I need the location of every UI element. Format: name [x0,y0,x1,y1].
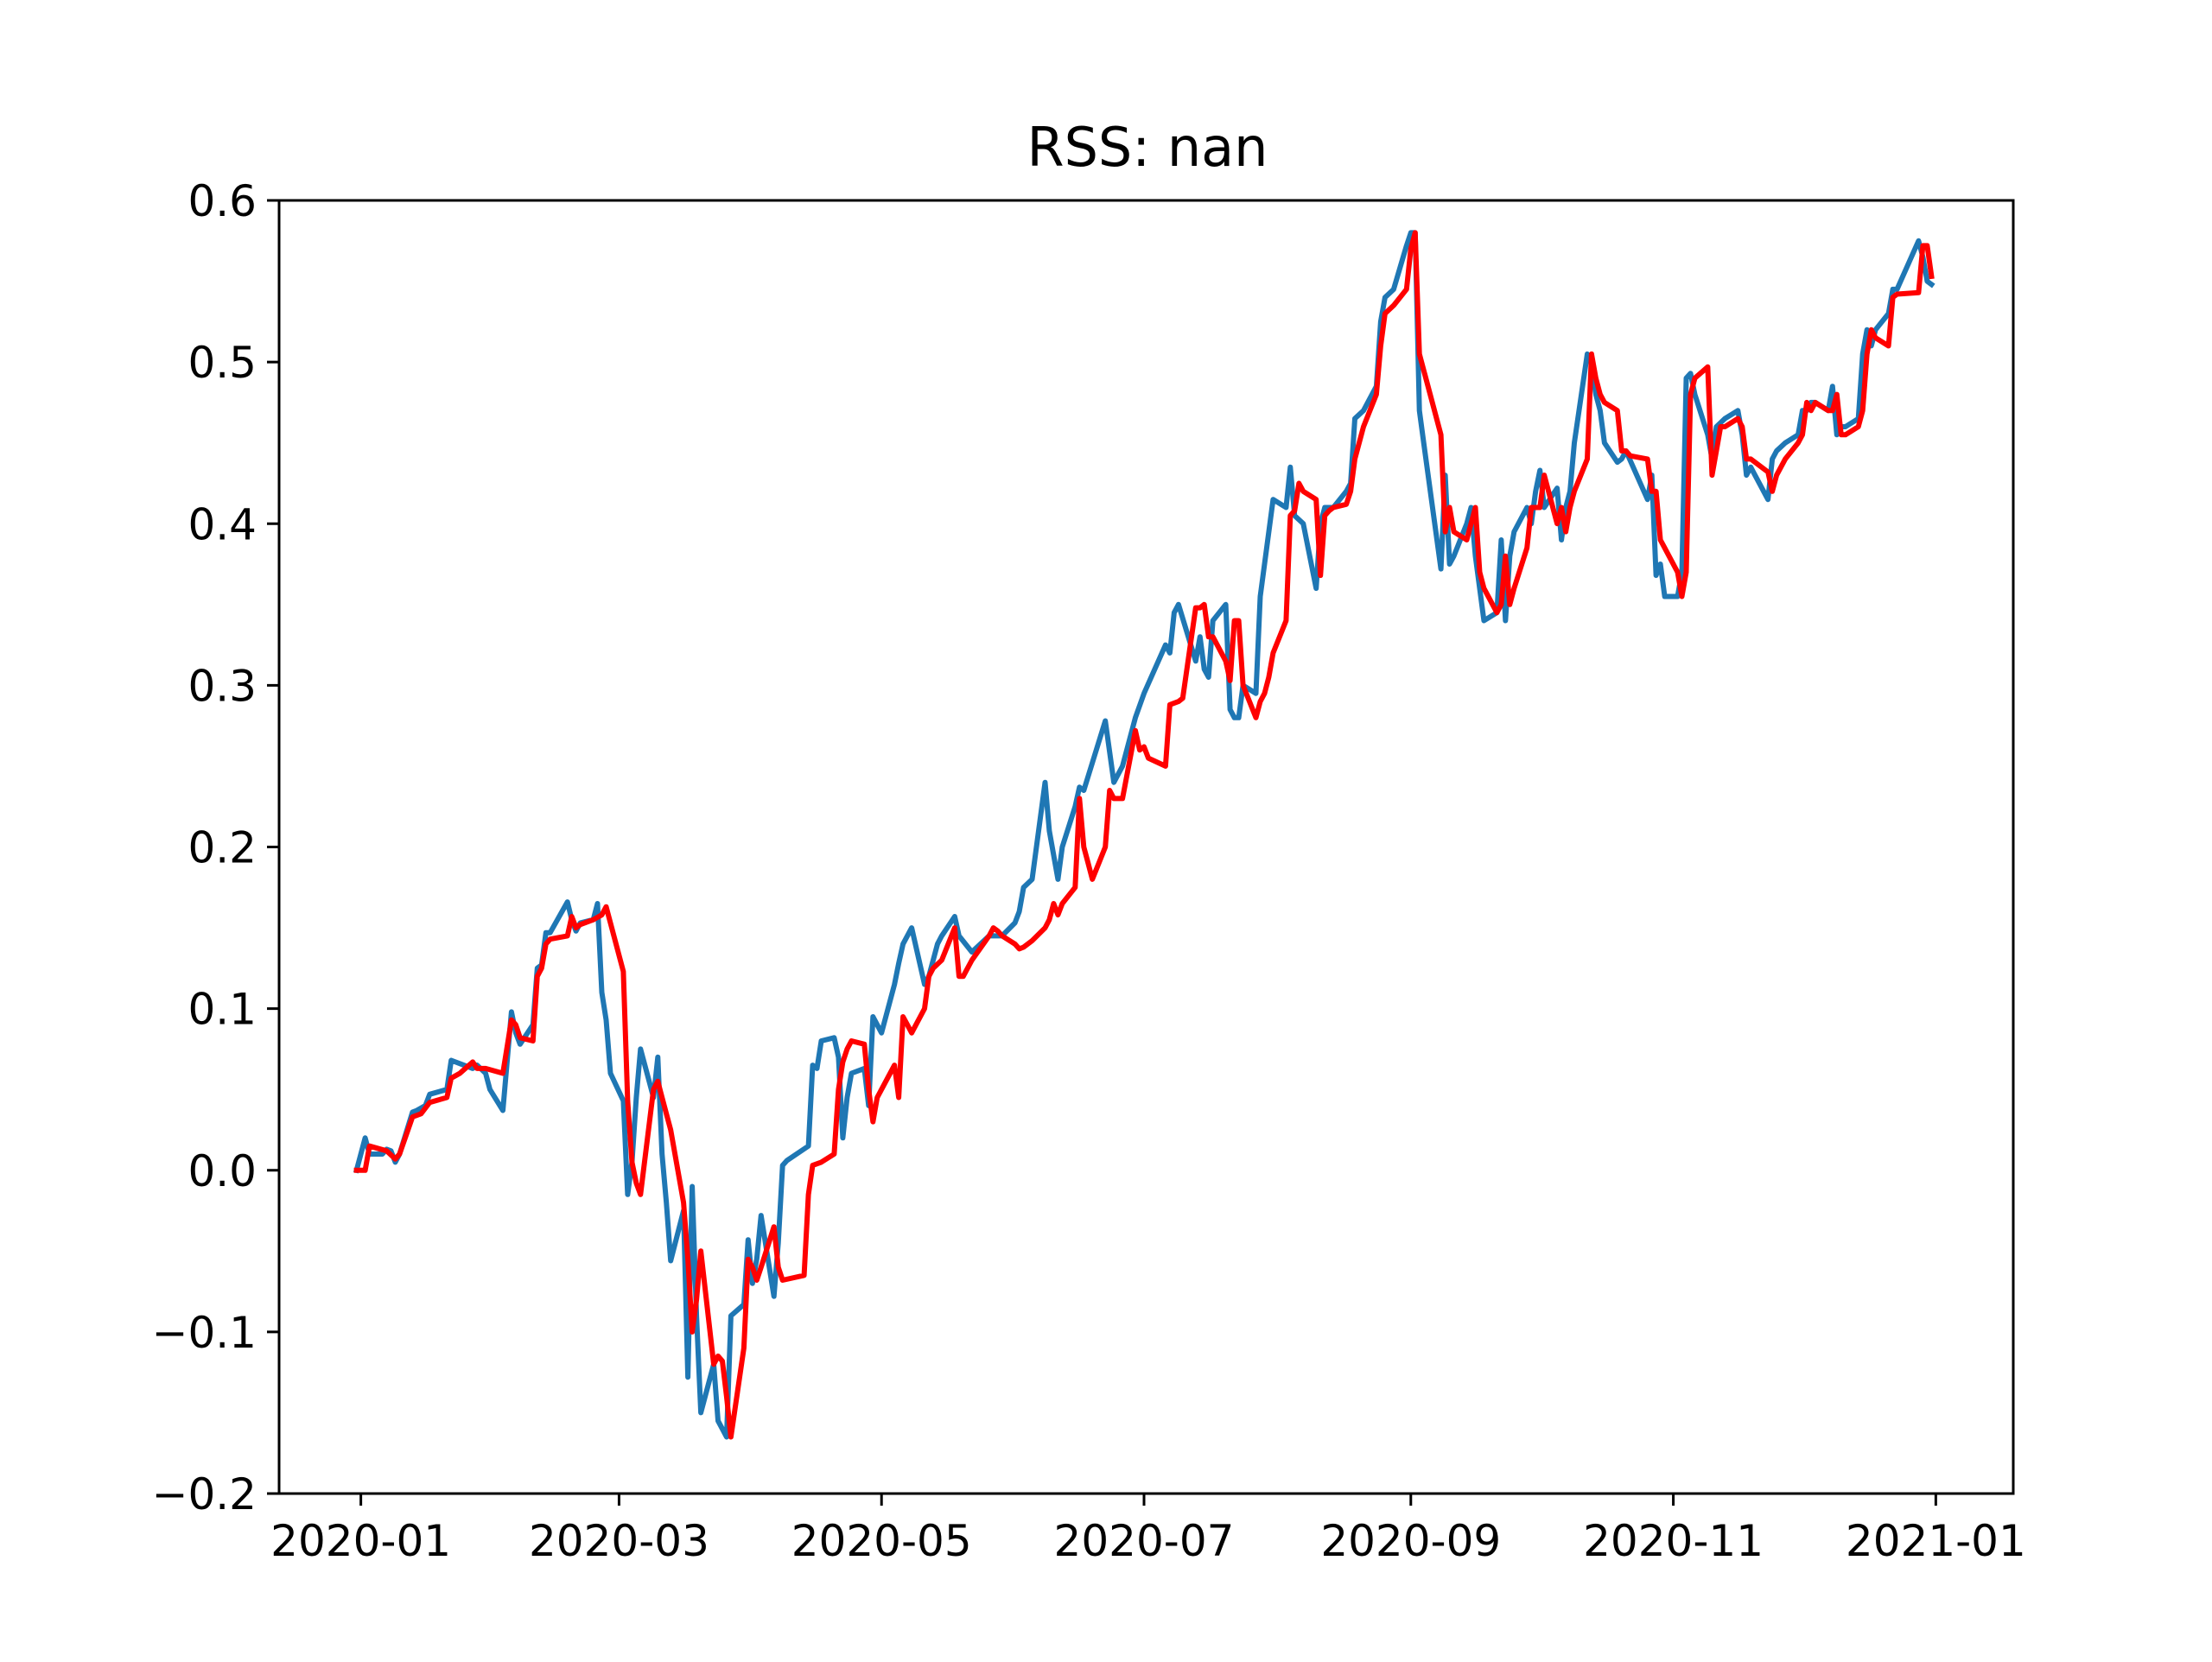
y-tick-label: −0.1 [152,1308,257,1358]
x-tick-label: 2020-01 [270,1516,451,1566]
x-tick-label: 2020-07 [1054,1516,1235,1566]
y-tick-label: 0.4 [188,499,257,549]
x-tick-label: 2020-05 [791,1516,972,1566]
series-line-2 [353,230,1935,1440]
x-tick-label: 2020-03 [529,1516,709,1566]
y-tick-label: 0.6 [188,176,257,226]
x-tick-label: 2020-09 [1320,1516,1501,1566]
y-tick-label: 0.1 [188,985,257,1035]
y-tick-label: 0.0 [188,1146,257,1196]
chart-title: RSS: nan [1027,116,1268,179]
y-tick-label: 0.5 [188,338,257,388]
y-tick-label: 0.2 [188,823,257,873]
y-tick-label: 0.3 [188,661,257,711]
y-tick-label: −0.2 [152,1469,257,1519]
series-layer [353,230,1936,1440]
series-line-1 [353,230,1936,1440]
x-tick-label: 2020-11 [1583,1516,1764,1566]
axes-layer: 2020-01 2020-03 2020-05 2020-07 2020-09 2020-… [152,176,2026,1566]
x-tick-label: 2021-01 [1846,1516,2026,1566]
